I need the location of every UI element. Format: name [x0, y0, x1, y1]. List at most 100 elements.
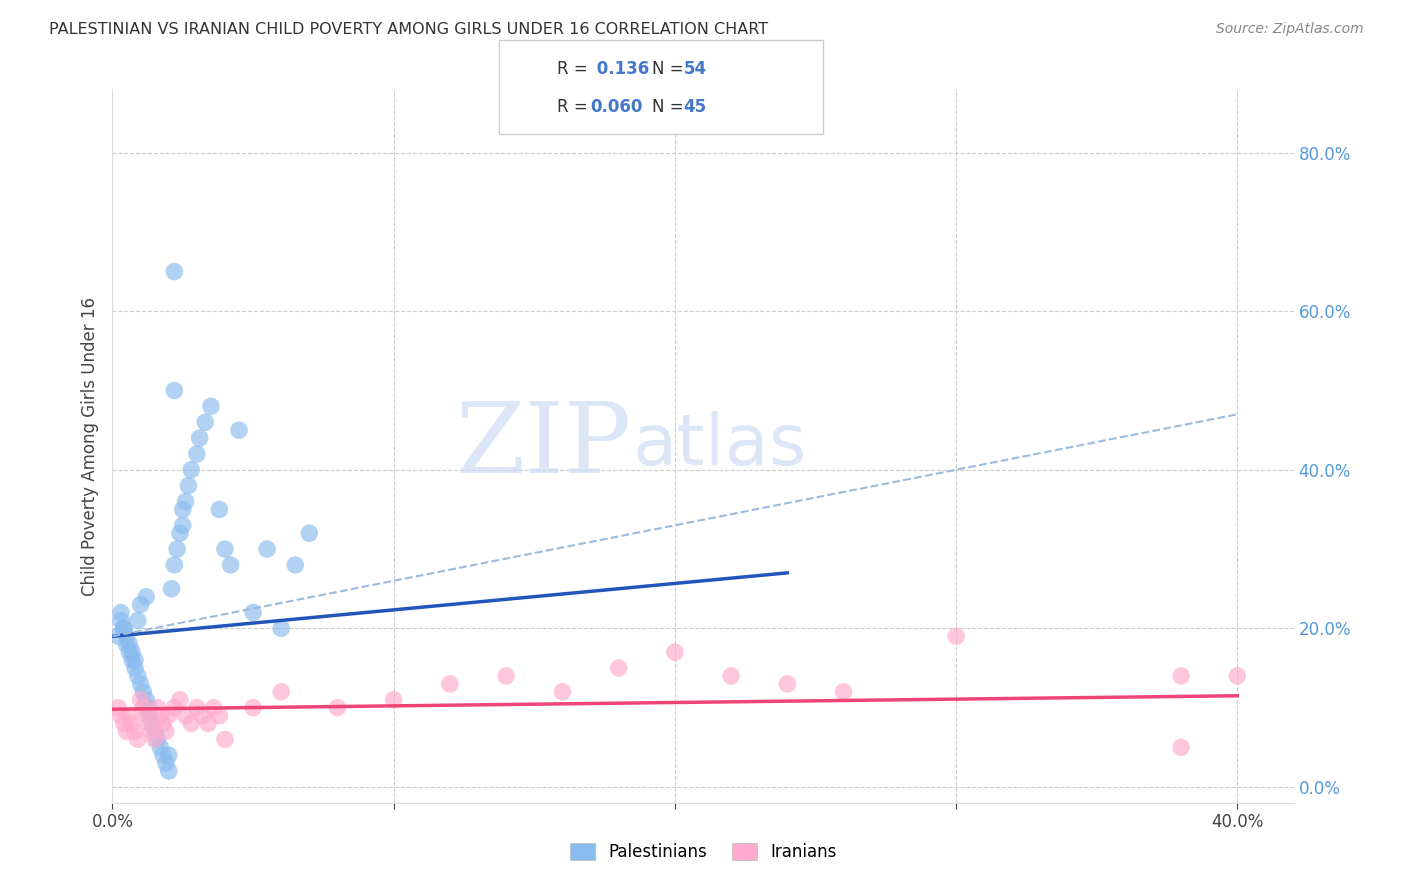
Point	[152, 716, 174, 731]
Legend: Palestinians, Iranians: Palestinians, Iranians	[558, 831, 848, 873]
Text: N =: N =	[652, 60, 689, 78]
Point	[129, 677, 152, 691]
Point	[121, 653, 143, 667]
Point	[186, 700, 208, 714]
Point	[1170, 740, 1192, 755]
Point	[149, 708, 172, 723]
Point	[163, 384, 186, 398]
Point	[191, 708, 214, 723]
Point	[177, 478, 200, 492]
Point	[326, 700, 349, 714]
Point	[141, 724, 163, 739]
Point	[112, 621, 135, 635]
Point	[202, 700, 225, 714]
Point	[180, 716, 202, 731]
Point	[242, 606, 264, 620]
Point	[112, 716, 135, 731]
Point	[107, 629, 129, 643]
Point	[163, 700, 186, 714]
Text: R =: R =	[557, 98, 593, 116]
Point	[138, 700, 160, 714]
Point	[127, 732, 149, 747]
Text: 45: 45	[683, 98, 706, 116]
Point	[551, 685, 574, 699]
Point	[298, 526, 321, 541]
Point	[129, 692, 152, 706]
Text: ZIP: ZIP	[456, 398, 633, 494]
Text: R =: R =	[557, 60, 593, 78]
Point	[382, 692, 405, 706]
Point	[149, 740, 172, 755]
Point	[118, 637, 141, 651]
Point	[146, 700, 169, 714]
Point	[146, 732, 169, 747]
Point	[720, 669, 742, 683]
Point	[110, 708, 132, 723]
Point	[219, 558, 242, 572]
Text: Source: ZipAtlas.com: Source: ZipAtlas.com	[1216, 22, 1364, 37]
Point	[118, 645, 141, 659]
Point	[110, 606, 132, 620]
Point	[121, 645, 143, 659]
Point	[129, 598, 152, 612]
Text: atlas: atlas	[633, 411, 807, 481]
Point	[157, 748, 180, 763]
Point	[270, 685, 292, 699]
Point	[169, 526, 191, 541]
Point	[155, 724, 177, 739]
Point	[127, 614, 149, 628]
Point	[135, 692, 157, 706]
Point	[138, 708, 160, 723]
Text: 54: 54	[683, 60, 706, 78]
Point	[1226, 669, 1249, 683]
Point	[174, 708, 197, 723]
Point	[186, 447, 208, 461]
Point	[143, 732, 166, 747]
Point	[180, 463, 202, 477]
Point	[284, 558, 307, 572]
Point	[124, 661, 146, 675]
Point	[107, 700, 129, 714]
Point	[1170, 669, 1192, 683]
Point	[157, 708, 180, 723]
Point	[115, 629, 138, 643]
Point	[208, 502, 231, 516]
Point	[439, 677, 461, 691]
Point	[214, 542, 236, 557]
Point	[141, 716, 163, 731]
Y-axis label: Child Poverty Among Girls Under 16: Child Poverty Among Girls Under 16	[80, 296, 98, 596]
Point	[194, 415, 217, 429]
Text: 0.136: 0.136	[591, 60, 648, 78]
Point	[664, 645, 686, 659]
Text: N =: N =	[652, 98, 689, 116]
Point	[172, 502, 194, 516]
Point	[124, 653, 146, 667]
Point	[163, 264, 186, 278]
Point	[174, 494, 197, 508]
Point	[115, 724, 138, 739]
Point	[115, 637, 138, 651]
Point	[152, 748, 174, 763]
Point	[776, 677, 799, 691]
Point	[256, 542, 278, 557]
Point	[169, 692, 191, 706]
Point	[270, 621, 292, 635]
Point	[155, 756, 177, 771]
Point	[242, 700, 264, 714]
Point	[163, 558, 186, 572]
Point	[143, 724, 166, 739]
Point	[127, 669, 149, 683]
Point	[495, 669, 517, 683]
Point	[208, 708, 231, 723]
Point	[132, 685, 155, 699]
Point	[118, 708, 141, 723]
Point	[172, 518, 194, 533]
Point	[200, 400, 222, 414]
Point	[124, 724, 146, 739]
Point	[197, 716, 219, 731]
Point	[214, 732, 236, 747]
Point	[112, 621, 135, 635]
Point	[135, 590, 157, 604]
Text: PALESTINIAN VS IRANIAN CHILD POVERTY AMONG GIRLS UNDER 16 CORRELATION CHART: PALESTINIAN VS IRANIAN CHILD POVERTY AMO…	[49, 22, 768, 37]
Point	[110, 614, 132, 628]
